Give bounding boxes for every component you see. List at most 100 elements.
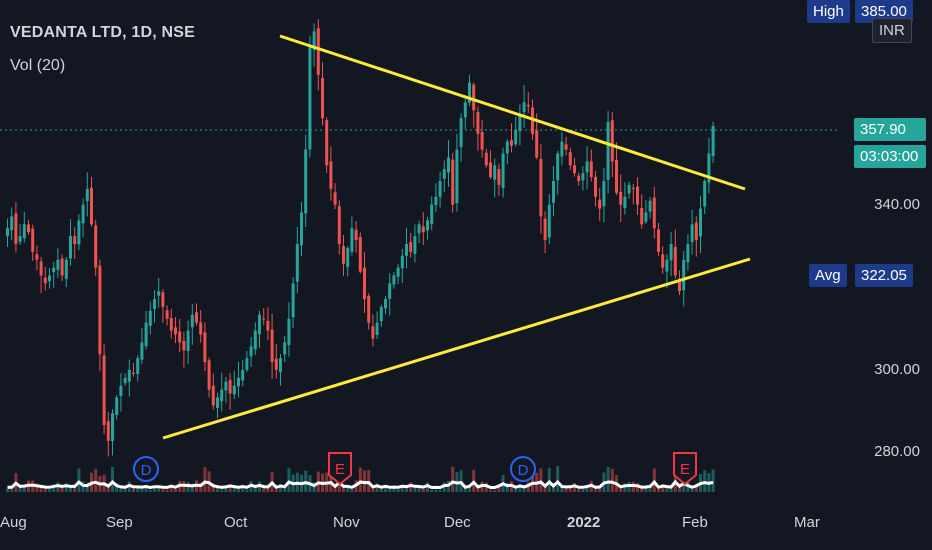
candle (6, 228, 9, 237)
bar-countdown: 03:03:00 (854, 145, 926, 168)
volume-bar (619, 487, 623, 492)
candle (577, 175, 581, 182)
volume-bar (468, 484, 471, 492)
earnings-marker[interactable]: E (673, 452, 697, 486)
currency-badge[interactable]: INR (872, 18, 912, 43)
candle (224, 381, 228, 391)
candle (476, 112, 480, 134)
volume-bar (174, 488, 177, 492)
volume-bar (56, 482, 60, 492)
volume-bar (409, 482, 413, 492)
volume-bar (543, 484, 547, 492)
volume-bar (157, 487, 161, 492)
volume-bar (694, 483, 698, 492)
candle (619, 191, 623, 205)
volume-bar (262, 486, 266, 492)
x-tick-label: Feb (682, 514, 708, 531)
candle (157, 291, 161, 296)
candle (694, 222, 698, 241)
candle (371, 326, 375, 339)
x-tick-label: Mar (794, 514, 820, 531)
svg-text:D: D (518, 462, 529, 479)
volume-indicator-label[interactable]: Vol (20) (10, 57, 66, 74)
y-tick-label: 280.00 (874, 443, 920, 460)
x-tick-label: 2022 (567, 514, 601, 531)
candle (589, 161, 593, 178)
volume-bar (388, 489, 392, 492)
candle (182, 340, 186, 351)
candle (581, 173, 585, 181)
volume-bar (186, 482, 190, 492)
earnings-marker[interactable]: E (328, 452, 352, 486)
candle (505, 141, 509, 154)
candles (6, 19, 715, 457)
candle (249, 346, 253, 357)
candle (451, 159, 455, 205)
x-tick-label: Sep (106, 514, 133, 531)
dividend-marker[interactable]: D (510, 456, 536, 482)
symbol-title[interactable]: VEDANTA LTD, 1D, NSE (10, 24, 196, 41)
volume-bar (598, 488, 602, 492)
volume-bar (518, 484, 522, 492)
volume-bar (123, 489, 127, 492)
candle (111, 413, 114, 442)
volume-bar (358, 467, 362, 492)
candle (90, 187, 93, 225)
volume-bar (505, 482, 509, 492)
candle (199, 322, 203, 335)
volume-bar (581, 489, 585, 492)
candle (644, 212, 648, 222)
volume-bar (421, 487, 425, 492)
volume-bar (690, 489, 694, 492)
candle (493, 165, 497, 180)
volume-bar (111, 467, 114, 492)
candle (652, 197, 656, 229)
candle (94, 225, 98, 268)
volume-bar (64, 483, 68, 492)
candle (354, 229, 358, 241)
dividend-marker[interactable]: D (133, 456, 159, 482)
x-tick-label: Dec (444, 514, 471, 531)
lower-trendline[interactable] (162, 257, 751, 440)
volume-bars (6, 466, 715, 492)
upper-trendline[interactable] (279, 34, 746, 191)
candle (77, 220, 81, 245)
volume-bar (148, 489, 152, 492)
volume-bar (60, 485, 64, 492)
volume-bar (274, 489, 278, 492)
volume-bar (606, 466, 610, 492)
volume-bar (451, 466, 455, 492)
volume-bar (85, 482, 89, 492)
volume-bar (405, 486, 408, 492)
candle (295, 244, 299, 282)
high-value: 385.00 (855, 0, 913, 23)
volume-bar (165, 489, 169, 492)
candle (220, 389, 224, 402)
candle (270, 329, 274, 363)
candle (266, 320, 270, 331)
candle (174, 327, 177, 335)
candle (560, 141, 564, 157)
candle (161, 292, 165, 307)
candle (631, 187, 635, 189)
candle (253, 330, 257, 350)
candle (237, 377, 240, 387)
volume-bar (283, 486, 287, 492)
candle (39, 261, 43, 276)
candle (178, 331, 182, 343)
candle (48, 275, 51, 282)
volume-bar (636, 483, 639, 492)
volume-bar (568, 487, 572, 492)
volume-bar (333, 485, 337, 492)
candle (342, 246, 345, 264)
volume-bar (342, 485, 345, 492)
candle (279, 358, 282, 373)
candle (606, 122, 610, 180)
volume-bar (430, 489, 434, 492)
avg-value: 322.05 (855, 264, 913, 287)
candle (287, 318, 291, 346)
candle (480, 132, 484, 150)
candle (56, 259, 60, 270)
candle (274, 358, 278, 370)
